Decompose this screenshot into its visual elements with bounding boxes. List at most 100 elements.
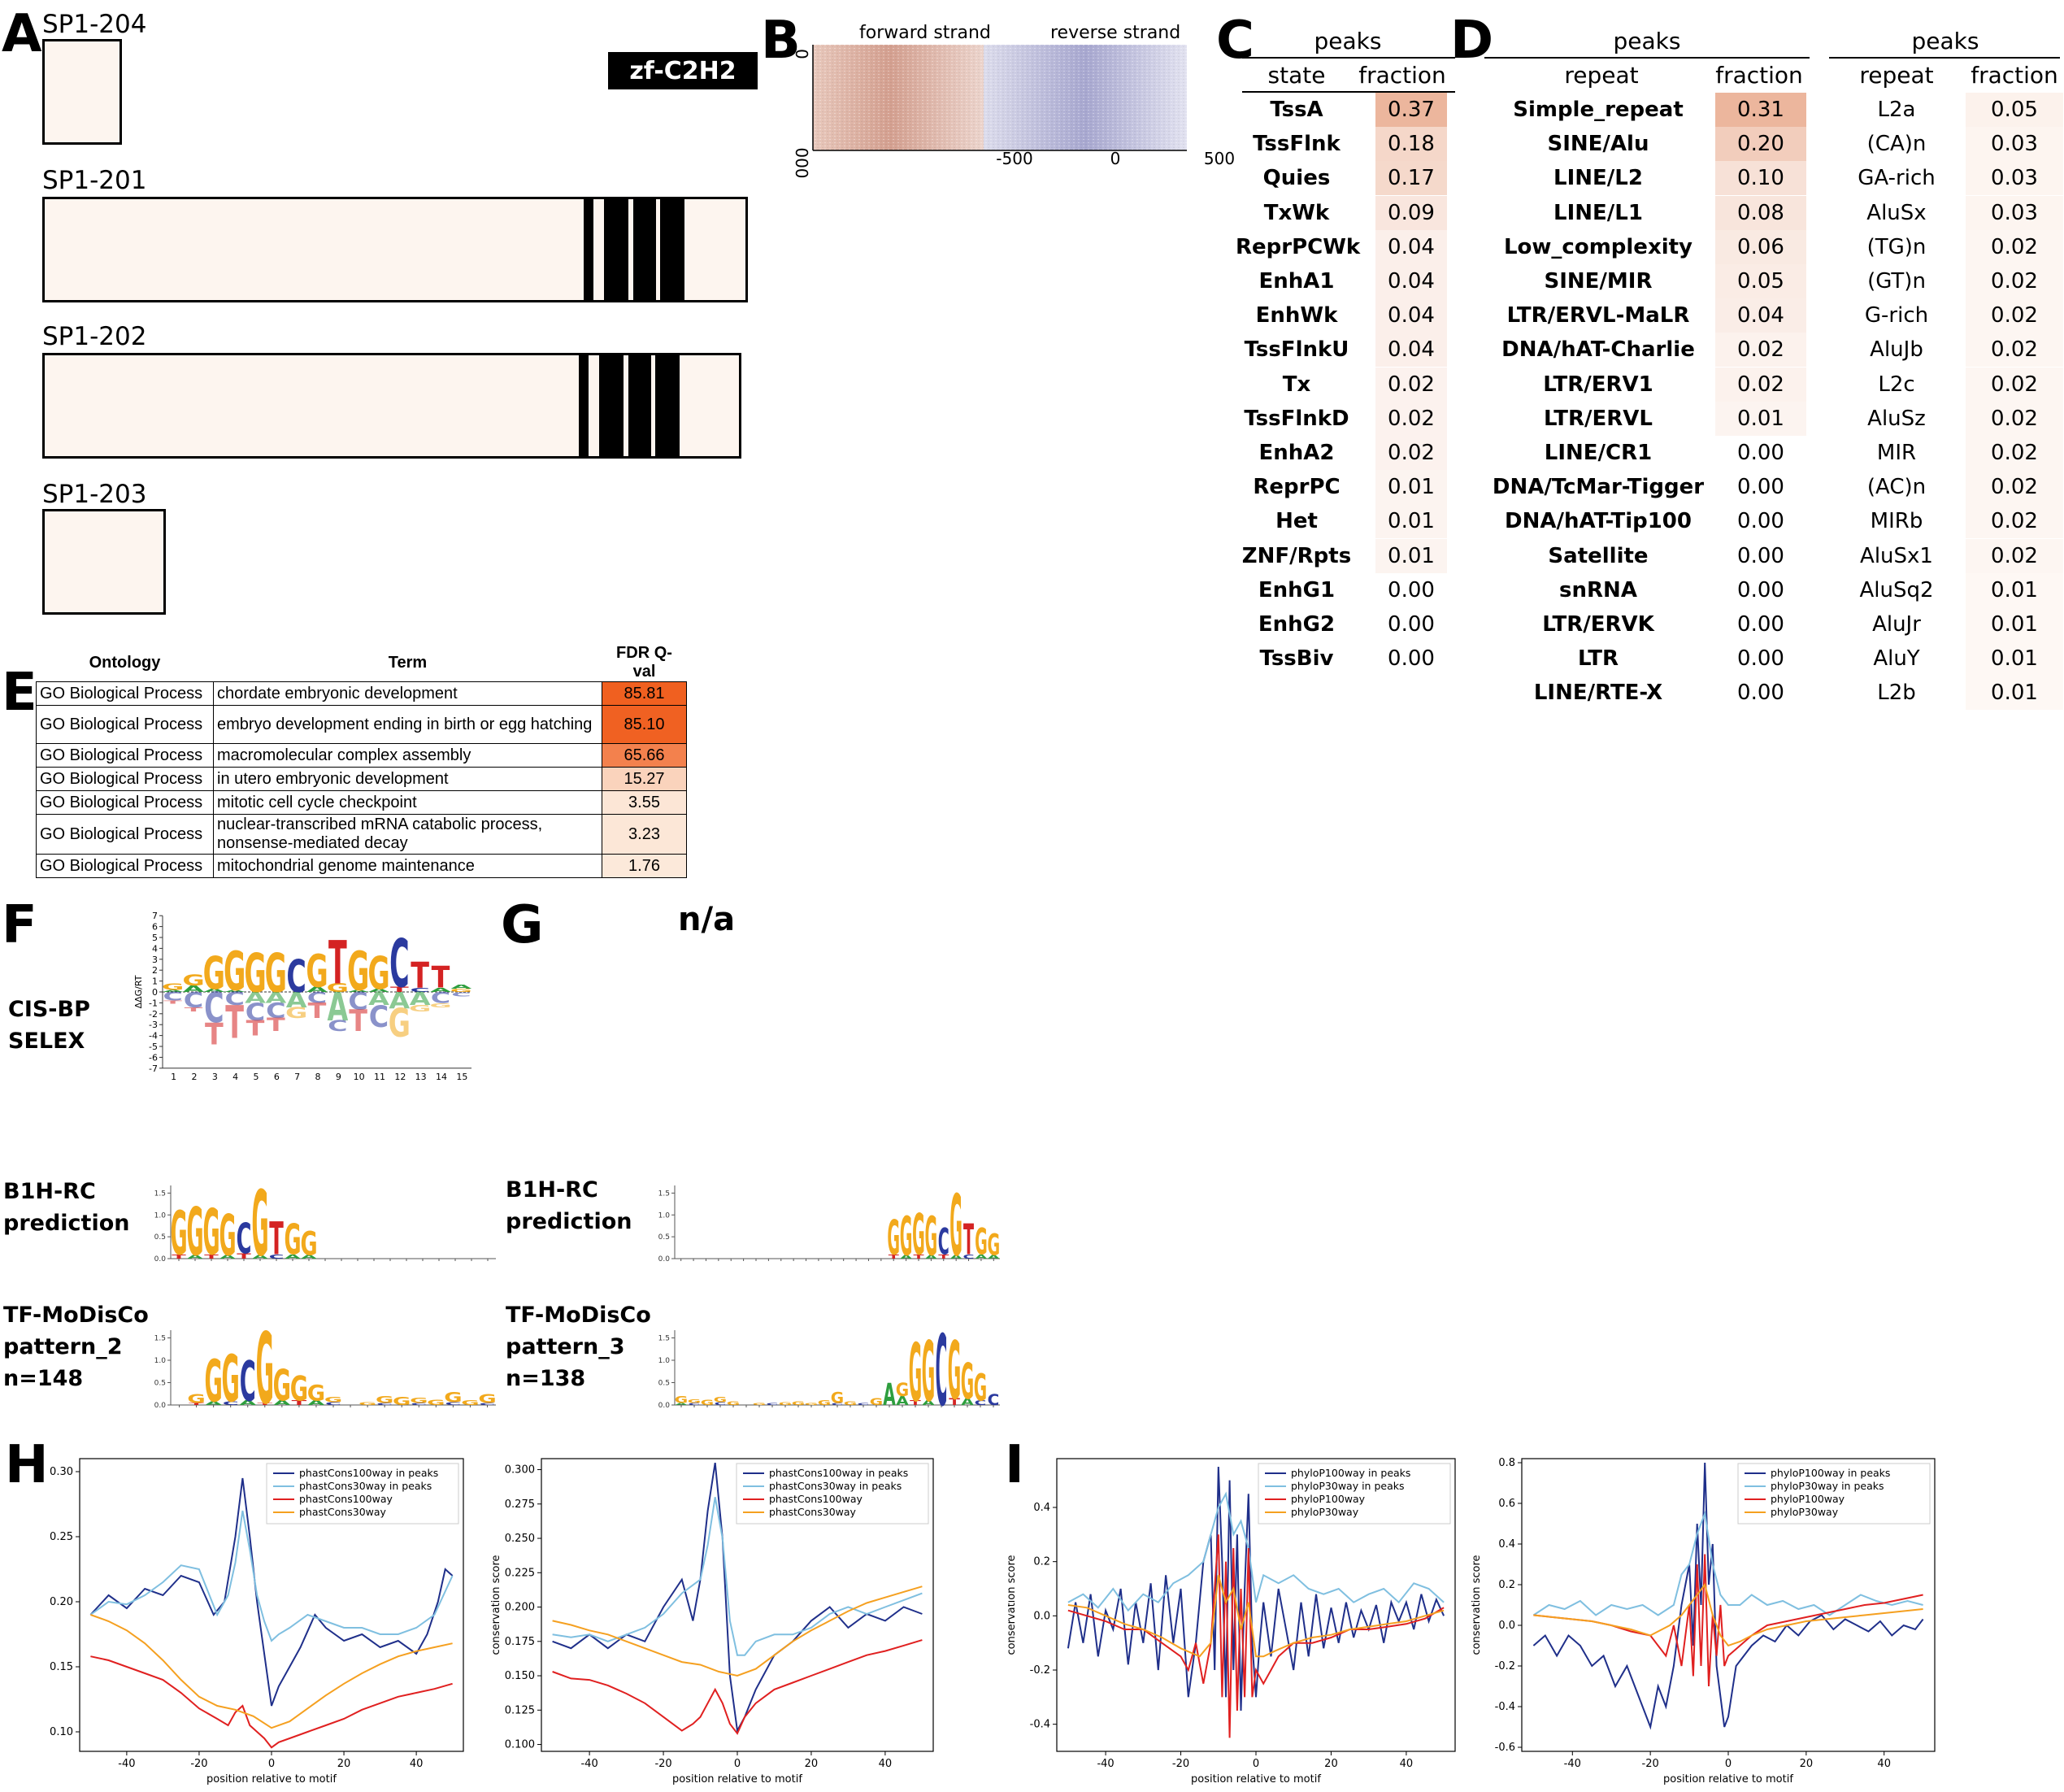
logo-letter: T xyxy=(269,1214,284,1266)
panel-e-letter: E xyxy=(2,663,37,723)
repeat-name-cell: G-rich xyxy=(1864,303,1929,328)
go-row: GO Biological Process mitotic cell cycle … xyxy=(36,790,687,815)
logo-letter: G xyxy=(409,1003,431,1014)
fraction-cell: 0.01 xyxy=(1966,607,2063,642)
repeat-family-cell: DNA/TcMar-Tigger xyxy=(1492,475,1705,500)
state-cell: ReprPCWk xyxy=(1236,234,1361,259)
fraction-cell: 0.00 xyxy=(1737,475,1784,500)
logo-letter: G xyxy=(675,1394,688,1405)
x-tick-label: -40 xyxy=(118,1758,135,1770)
go-fdr-cell: 65.66 xyxy=(602,743,687,768)
logo-letter: G xyxy=(974,1368,987,1410)
series-line xyxy=(1533,1582,1923,1647)
logo-letter: G xyxy=(393,1395,411,1408)
logo-letter: C xyxy=(204,985,224,1033)
logo-letter: C xyxy=(376,1403,393,1406)
logo-letter: G xyxy=(450,988,472,993)
y-tick-label: 0.8 xyxy=(1498,1457,1515,1469)
logo-letter: A xyxy=(368,989,389,1010)
y-tick-label: 0.225 xyxy=(505,1567,535,1579)
logo-axis-tick: 1.0 xyxy=(154,1211,167,1220)
y-axis-label: conservation score xyxy=(1471,1555,1483,1655)
logo-letter: G xyxy=(284,1216,301,1265)
logo-letter: G xyxy=(831,1389,844,1407)
logo-letter: C xyxy=(975,1399,987,1407)
y-tick-label: -0.4 xyxy=(1030,1719,1050,1731)
logo-letter: G xyxy=(347,941,369,1003)
logo-letter: G xyxy=(358,1402,376,1406)
ddg-axis-tick: -5 xyxy=(149,1042,158,1052)
state-cell: Quies xyxy=(1262,166,1331,191)
fraction-cell: 0.09 xyxy=(1375,195,1447,230)
fraction-cell: 0.04 xyxy=(1715,298,1806,333)
logo-axis-tick: 0.5 xyxy=(658,1233,670,1242)
state-cell: Tx xyxy=(1282,372,1311,397)
logo-letter: G xyxy=(222,1342,240,1416)
repeat-name-cell: (GT)n xyxy=(1867,269,1926,294)
y-tick-label: 0.2 xyxy=(1498,1579,1515,1591)
logo-letter: G xyxy=(461,1399,479,1407)
zf-domain xyxy=(579,355,589,456)
repeat-name-cell: AluJb xyxy=(1870,337,1923,363)
repeat-family-cell: LTR/ERV1 xyxy=(1543,372,1653,397)
logo-letter: A xyxy=(922,1399,935,1407)
logo-letter: A xyxy=(976,1254,989,1260)
logo-letter: G xyxy=(285,1005,307,1022)
logo-letter: T xyxy=(349,1004,367,1039)
state-cell: EnhWk xyxy=(1255,303,1338,328)
fraction-cell: 0.02 xyxy=(1966,470,2063,505)
panel-g-letter: G xyxy=(501,895,544,955)
series-line xyxy=(90,1614,453,1729)
fraction-cell: 0.00 xyxy=(1737,681,1784,706)
repeat-name-cell: AluSx1 xyxy=(1860,543,1933,568)
state-cell: EnhG2 xyxy=(1258,612,1336,637)
logo-letter: T xyxy=(938,1254,949,1260)
logo-letter: G xyxy=(162,981,184,992)
isoform-box-sp1-202 xyxy=(42,353,741,459)
go-term-cell: mitotic cell cycle checkpoint xyxy=(213,790,602,815)
logo-letter: C xyxy=(389,926,409,1003)
go-fdr-cell: 3.55 xyxy=(602,790,687,815)
series-line xyxy=(89,1510,454,1642)
logo-axis-tick: 1.5 xyxy=(154,1190,166,1198)
logo-letter: G xyxy=(327,981,349,995)
logo-letter: A xyxy=(273,1399,291,1407)
ddg-position-tick: 2 xyxy=(192,1072,198,1082)
state-cell: TssFlnkU xyxy=(1244,337,1349,363)
series-line xyxy=(1532,1510,1923,1616)
logo-letter: C xyxy=(307,990,327,1007)
fraction-cell: 0.00 xyxy=(1388,646,1435,672)
panel-b-letter: B xyxy=(761,11,801,71)
logo-letter: G xyxy=(376,1394,393,1405)
state-cell: ReprPC xyxy=(1253,475,1341,500)
repeat-name-cell: AluY xyxy=(1873,646,1920,672)
legend-label: phastCons100way xyxy=(769,1493,863,1505)
logo-letter: T xyxy=(163,1000,183,1005)
legend-label: phyloP100way in peaks xyxy=(1771,1467,1890,1479)
go-row: GO Biological Process mitochondrial genom… xyxy=(36,854,687,878)
logo-letter: G xyxy=(900,1207,913,1268)
ddg-axis-tick: -1 xyxy=(149,998,158,1008)
logo-letter: C xyxy=(237,1214,252,1264)
repeat-family-cell: snRNA xyxy=(1559,577,1637,602)
cisbp-selex-label: CIS-BP SELEX xyxy=(8,997,90,1055)
repeat-family-cell: LINE/RTE-X xyxy=(1533,681,1663,706)
panel-d-col-fraction: fraction xyxy=(1715,62,1803,89)
ddg-axis-tick: -4 xyxy=(149,1031,158,1042)
zf-domain xyxy=(628,355,651,456)
fraction-cell: 0.17 xyxy=(1375,161,1447,196)
logo-axis-tick: 1.0 xyxy=(658,1357,671,1365)
logo-axis-tick: 1.5 xyxy=(154,1335,166,1343)
legend-label: phyloP30way xyxy=(1291,1506,1359,1518)
ddg-position-tick: 3 xyxy=(212,1072,218,1082)
panel-i-letter: I xyxy=(1005,1435,1024,1495)
ddg-position-tick: 7 xyxy=(294,1072,300,1082)
logo-letter: C xyxy=(858,1403,870,1406)
chart-i-phylop-pattern3: -40 -20 0 20 40 -0.6 -0.4 -0.2 0.0 0.2 0.4 0.6 0.8 po… xyxy=(1471,1457,1936,1785)
x-tick-label: -20 xyxy=(654,1758,671,1770)
go-term-cell: in utero embryonic development xyxy=(213,767,602,791)
fraction-cell: 0.04 xyxy=(1375,298,1447,333)
logo-letter: C xyxy=(328,1018,347,1035)
logo-letter: A xyxy=(988,1255,1000,1260)
